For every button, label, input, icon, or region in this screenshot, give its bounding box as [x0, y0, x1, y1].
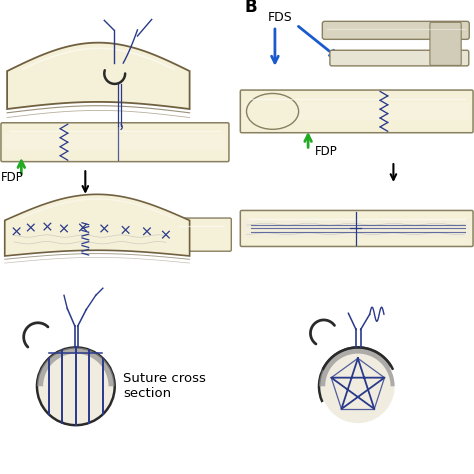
Circle shape	[319, 347, 397, 425]
Text: B: B	[244, 0, 257, 16]
FancyBboxPatch shape	[1, 123, 229, 162]
Circle shape	[37, 347, 115, 425]
FancyBboxPatch shape	[322, 21, 469, 39]
Polygon shape	[37, 347, 115, 386]
Text: FDP: FDP	[315, 145, 338, 158]
FancyBboxPatch shape	[169, 218, 231, 251]
Text: FDP: FDP	[1, 171, 24, 184]
FancyBboxPatch shape	[430, 22, 461, 65]
FancyBboxPatch shape	[4, 134, 226, 150]
Ellipse shape	[246, 93, 299, 129]
Polygon shape	[319, 347, 397, 386]
Polygon shape	[7, 43, 190, 109]
FancyBboxPatch shape	[330, 50, 469, 66]
FancyBboxPatch shape	[243, 219, 470, 237]
FancyBboxPatch shape	[243, 102, 470, 120]
FancyBboxPatch shape	[240, 90, 473, 133]
Text: Suture cross
section: Suture cross section	[123, 372, 206, 401]
Text: FDS: FDS	[268, 11, 292, 24]
Polygon shape	[5, 194, 190, 256]
FancyBboxPatch shape	[240, 210, 473, 246]
